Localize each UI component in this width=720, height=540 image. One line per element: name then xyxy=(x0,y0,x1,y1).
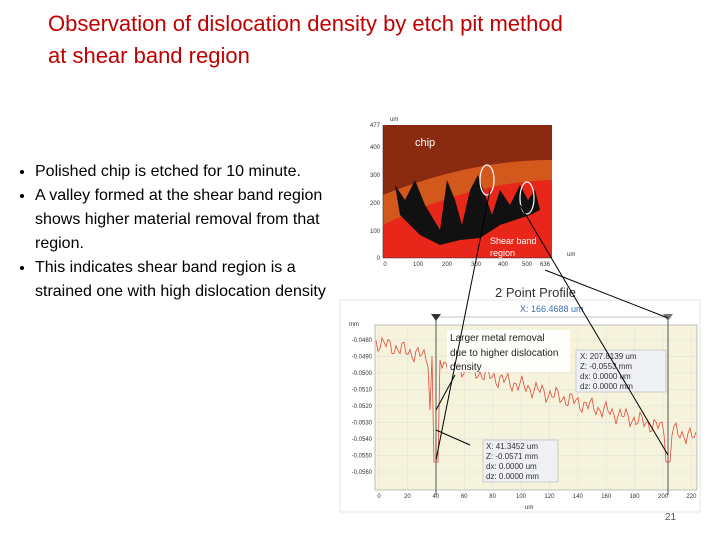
arrow xyxy=(435,429,471,446)
arrow xyxy=(435,374,456,411)
marker xyxy=(431,314,441,321)
bullet-list: Polished chip is etched for 10 minute. A… xyxy=(10,160,355,304)
chip-region xyxy=(383,125,552,195)
slide-title: Observation of dislocation density by et… xyxy=(48,8,563,72)
x-tick-label: 120 xyxy=(544,494,555,500)
band xyxy=(383,160,552,225)
title-line: Observation of dislocation density by et… xyxy=(48,11,563,36)
annotation: Larger metal removal xyxy=(450,333,544,344)
info-line: X: 41.3452 um xyxy=(486,442,538,451)
x-tick-label: 300 xyxy=(471,262,482,268)
info-box xyxy=(575,349,667,393)
x-tick-label: 180 xyxy=(630,494,641,500)
title-line: at shear band region xyxy=(48,43,250,68)
x-tick-label: 100 xyxy=(413,262,424,268)
profile-line xyxy=(375,336,697,463)
x-tick-label: 100 xyxy=(516,494,527,500)
annotation: density xyxy=(450,362,482,373)
unit: um xyxy=(525,505,533,511)
arrow xyxy=(519,204,669,456)
y-tick-label: 100 xyxy=(370,229,381,235)
x-tick-label: 200 xyxy=(658,494,669,500)
label: Shear band xyxy=(490,236,537,246)
x-tick-label: 200 xyxy=(442,262,453,268)
x-tick-label: 400 xyxy=(498,262,509,268)
highlight xyxy=(519,181,535,215)
y-tick-label: -0.0490 xyxy=(352,355,373,361)
y-tick-label: -0.0500 xyxy=(352,371,373,377)
x-tick-label: 80 xyxy=(489,494,496,500)
info-line: dz: 0.0000 mm xyxy=(486,472,539,481)
x-tick-label: 0 xyxy=(383,262,387,268)
info-line: Z: -0.0571 mm xyxy=(486,452,538,461)
y-tick-label: -0.0560 xyxy=(352,470,373,476)
unit: um xyxy=(390,117,398,123)
y-tick-label: -0.0480 xyxy=(352,338,373,344)
label: region xyxy=(490,248,515,258)
cursor-label: X: 166.4688 um xyxy=(520,304,584,314)
highlight xyxy=(479,164,495,196)
page-number: 21 xyxy=(665,512,677,523)
x-tick-label: 140 xyxy=(573,494,584,500)
info-box xyxy=(482,439,559,483)
x-tick-label: 40 xyxy=(432,494,439,500)
label: chip xyxy=(415,137,435,149)
y-tick-label: 300 xyxy=(370,173,381,179)
y-tick-label: -0.0520 xyxy=(352,404,373,410)
tick-labels: 477 400 300 200 100 00 100 200 300 400 500 636 xyxy=(370,123,551,268)
x-tick-label: 160 xyxy=(601,494,612,500)
arrow xyxy=(544,269,669,319)
info-line: X: 207.8139 um xyxy=(580,352,637,361)
x-tick-label: 20 xyxy=(404,494,411,500)
y-tick-label: 400 xyxy=(370,145,381,151)
info-line: dx: 0.0000 um xyxy=(580,372,631,381)
y-tick-label: -0.0540 xyxy=(352,437,373,443)
y-tick-label: 477 xyxy=(370,123,381,129)
bullet: A valley formed at the shear band region… xyxy=(35,184,355,256)
y-tick-label: 200 xyxy=(370,201,381,207)
y-tick-label: -0.0510 xyxy=(352,388,373,394)
annotation-bg xyxy=(447,330,570,372)
x-tick-label: 636 xyxy=(540,262,551,268)
arrow xyxy=(435,189,491,461)
y-tick-label: -0.0550 xyxy=(352,454,373,460)
x-tick-label: 0 xyxy=(377,494,381,500)
unit: um xyxy=(567,252,575,258)
y-tick-label: 0 xyxy=(377,256,381,262)
y-tick-label: -0.0530 xyxy=(352,421,373,427)
x-tick-label: 500 xyxy=(522,262,533,268)
info-line: dz: 0.0000 mm xyxy=(580,382,633,391)
info-line: dx: 0.0000 um xyxy=(486,462,537,471)
x-tick-label: 220 xyxy=(686,494,697,500)
profile-title: 2 Point Profile xyxy=(495,285,576,300)
x-tick-label: 60 xyxy=(461,494,468,500)
annotation: due to higher dislocation xyxy=(450,348,558,359)
etch-pits xyxy=(395,175,540,245)
bullet: Polished chip is etched for 10 minute. xyxy=(35,160,355,184)
unit: mm xyxy=(349,322,359,328)
info-line: Z: -0.0553 mm xyxy=(580,362,632,371)
bullet: This indicates shear band region is a st… xyxy=(35,256,355,304)
